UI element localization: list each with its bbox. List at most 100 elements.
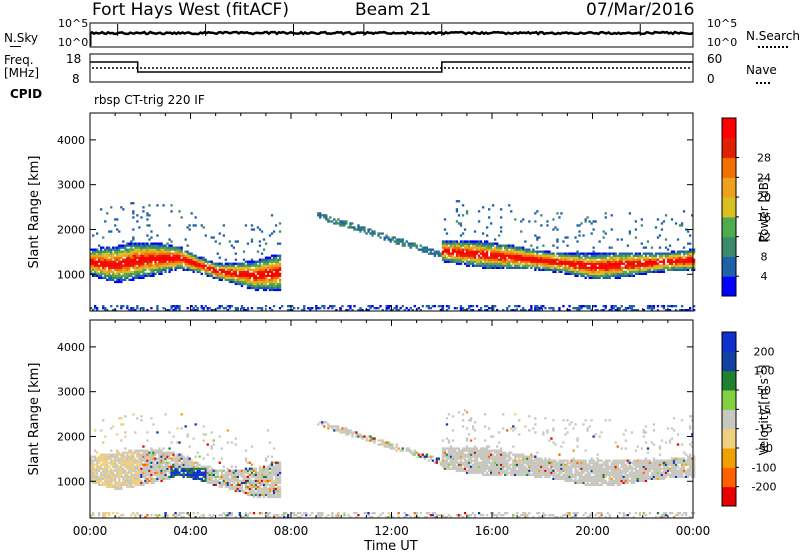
data-cell bbox=[484, 262, 487, 265]
data-cell bbox=[202, 467, 205, 470]
data-cell bbox=[471, 256, 475, 259]
data-cell bbox=[134, 274, 137, 277]
data-cell bbox=[664, 254, 668, 257]
data-cell bbox=[244, 485, 248, 488]
data-cell bbox=[150, 250, 153, 253]
data-cell bbox=[413, 449, 416, 452]
data-cell bbox=[264, 278, 268, 281]
data-cell bbox=[276, 262, 280, 265]
data-cell bbox=[190, 459, 193, 462]
data-cell bbox=[347, 226, 350, 229]
data-cell bbox=[618, 268, 621, 271]
data-cell bbox=[106, 272, 109, 275]
data-cell bbox=[148, 266, 151, 269]
data-cell bbox=[204, 258, 207, 261]
data-cell bbox=[604, 268, 607, 271]
data-cell bbox=[439, 305, 442, 308]
data-cell bbox=[114, 276, 117, 279]
data-cell bbox=[512, 246, 515, 249]
data-cell bbox=[208, 266, 211, 269]
data-cell bbox=[160, 242, 163, 245]
data-cell bbox=[116, 463, 119, 466]
data-cell bbox=[266, 473, 270, 476]
data-cell bbox=[590, 258, 593, 261]
data-cell bbox=[367, 305, 370, 308]
data-cell bbox=[347, 305, 350, 308]
data-cell bbox=[234, 479, 237, 482]
data-cell bbox=[461, 242, 465, 245]
data-cell bbox=[220, 274, 223, 277]
data-cell bbox=[616, 276, 619, 279]
data-cell bbox=[612, 256, 615, 259]
data-cell bbox=[630, 260, 633, 263]
data-cell bbox=[230, 469, 233, 472]
data-cell bbox=[118, 274, 121, 277]
data-cell bbox=[443, 453, 447, 456]
data-cell bbox=[160, 451, 163, 454]
data-cell bbox=[124, 431, 127, 434]
data-cell bbox=[222, 481, 225, 484]
data-cell bbox=[144, 260, 147, 263]
data-cell bbox=[154, 451, 157, 454]
data-cell bbox=[477, 246, 481, 249]
data-cell bbox=[220, 264, 223, 267]
data-cell bbox=[568, 260, 571, 263]
data-cell bbox=[250, 284, 254, 288]
data-cell bbox=[258, 512, 262, 515]
data-cell bbox=[687, 250, 690, 253]
data-cell bbox=[463, 246, 467, 249]
data-cell bbox=[389, 514, 392, 517]
data-cell bbox=[447, 449, 451, 452]
data-cell bbox=[254, 479, 258, 482]
data-cell bbox=[437, 250, 440, 253]
data-cell bbox=[236, 268, 239, 271]
data-cell bbox=[186, 258, 189, 261]
data-cell bbox=[120, 262, 123, 265]
data-cell bbox=[486, 305, 489, 308]
data-cell bbox=[656, 305, 660, 308]
data-cell bbox=[672, 305, 676, 308]
data-cell bbox=[644, 258, 648, 261]
data-cell bbox=[496, 260, 499, 263]
data-cell bbox=[451, 449, 455, 452]
data-cell bbox=[156, 246, 159, 249]
data-cell bbox=[260, 481, 264, 484]
data-cell bbox=[534, 268, 537, 271]
data-cell bbox=[112, 246, 115, 249]
data-cell bbox=[234, 473, 237, 476]
data-cell bbox=[518, 264, 521, 267]
data-cell bbox=[502, 254, 505, 257]
data-cell bbox=[347, 431, 350, 434]
data-cell bbox=[455, 465, 459, 468]
data-cell bbox=[240, 264, 244, 267]
data-cell bbox=[118, 230, 121, 233]
data-cell bbox=[498, 258, 501, 261]
data-cell bbox=[120, 423, 123, 426]
data-cell bbox=[281, 305, 284, 308]
data-cell bbox=[214, 475, 217, 478]
data-cell bbox=[214, 471, 217, 474]
data-cell bbox=[528, 254, 531, 257]
data-cell bbox=[184, 463, 187, 466]
data-cell bbox=[196, 258, 199, 261]
data-cell bbox=[626, 262, 629, 265]
data-cell bbox=[216, 264, 219, 267]
data-cell bbox=[134, 266, 137, 269]
data-cell bbox=[148, 252, 151, 255]
data-cell bbox=[234, 280, 237, 284]
data-cell bbox=[264, 485, 268, 488]
data-cell bbox=[512, 252, 515, 255]
data-cell bbox=[168, 268, 171, 271]
data-cell bbox=[240, 274, 244, 277]
data-cell bbox=[439, 461, 442, 464]
data-cell bbox=[443, 240, 447, 243]
data-cell bbox=[441, 258, 445, 261]
data-cell bbox=[116, 262, 119, 265]
data-cell bbox=[441, 449, 445, 452]
data-cell bbox=[234, 307, 237, 310]
data-cell bbox=[130, 260, 133, 263]
data-cell bbox=[274, 262, 278, 265]
data-cell bbox=[278, 288, 282, 292]
data-cell bbox=[268, 485, 272, 488]
data-cell bbox=[232, 264, 235, 267]
